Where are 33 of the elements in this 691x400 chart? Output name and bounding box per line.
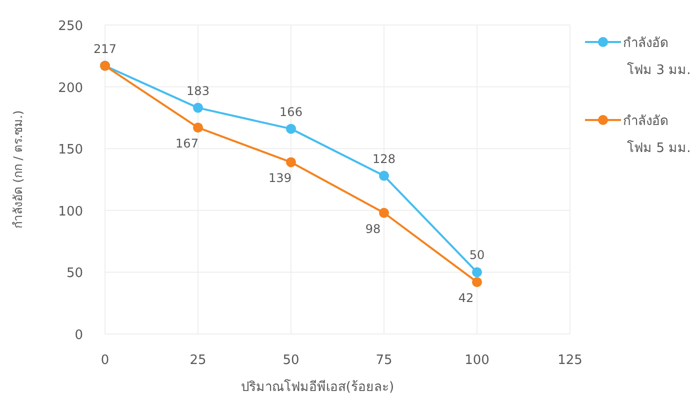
data-label: 139 (268, 171, 292, 186)
x-tick-label: 100 (464, 353, 490, 368)
point (193, 102, 203, 113)
legend-label: กำลังอัด โฟม 5 มม. (623, 114, 691, 156)
legend-label: กำลังอัด โฟม 3 มม. (623, 36, 691, 78)
point (379, 208, 389, 218)
x-tick-label: 25 (190, 353, 206, 368)
data-label: 217 (94, 42, 116, 56)
y-tick-label: 50 (66, 266, 83, 282)
data-label: 42 (458, 291, 474, 306)
data-label: 167 (176, 136, 198, 151)
x-tick-label: 75 (376, 353, 392, 368)
y-tick-label: 150 (58, 142, 83, 158)
y-tick-label: 100 (58, 204, 83, 220)
x-tick-label: 50 (282, 353, 300, 368)
point (472, 267, 482, 278)
x-tick-label: 0 (100, 353, 110, 368)
point (193, 122, 203, 133)
y-axis-title: กำลังอัด (กก / ตร.ซม.) (11, 110, 25, 229)
data-label: 50 (469, 248, 485, 262)
point (379, 170, 389, 181)
data-label: 183 (186, 84, 210, 98)
data-label: 166 (280, 104, 302, 119)
point (286, 124, 296, 134)
x-tick-label: 125 (558, 353, 582, 368)
y-tick-label: 200 (58, 80, 83, 96)
x-axis-title: ปริมาณโฟมอีพีเอส(ร้อยละ) (240, 379, 394, 395)
point (286, 157, 296, 168)
data-label: 98 (365, 222, 381, 236)
point (472, 277, 482, 288)
data-label: 128 (372, 152, 396, 166)
y-tick-label: 250 (58, 19, 83, 34)
y-tick-label: 0 (74, 328, 83, 343)
